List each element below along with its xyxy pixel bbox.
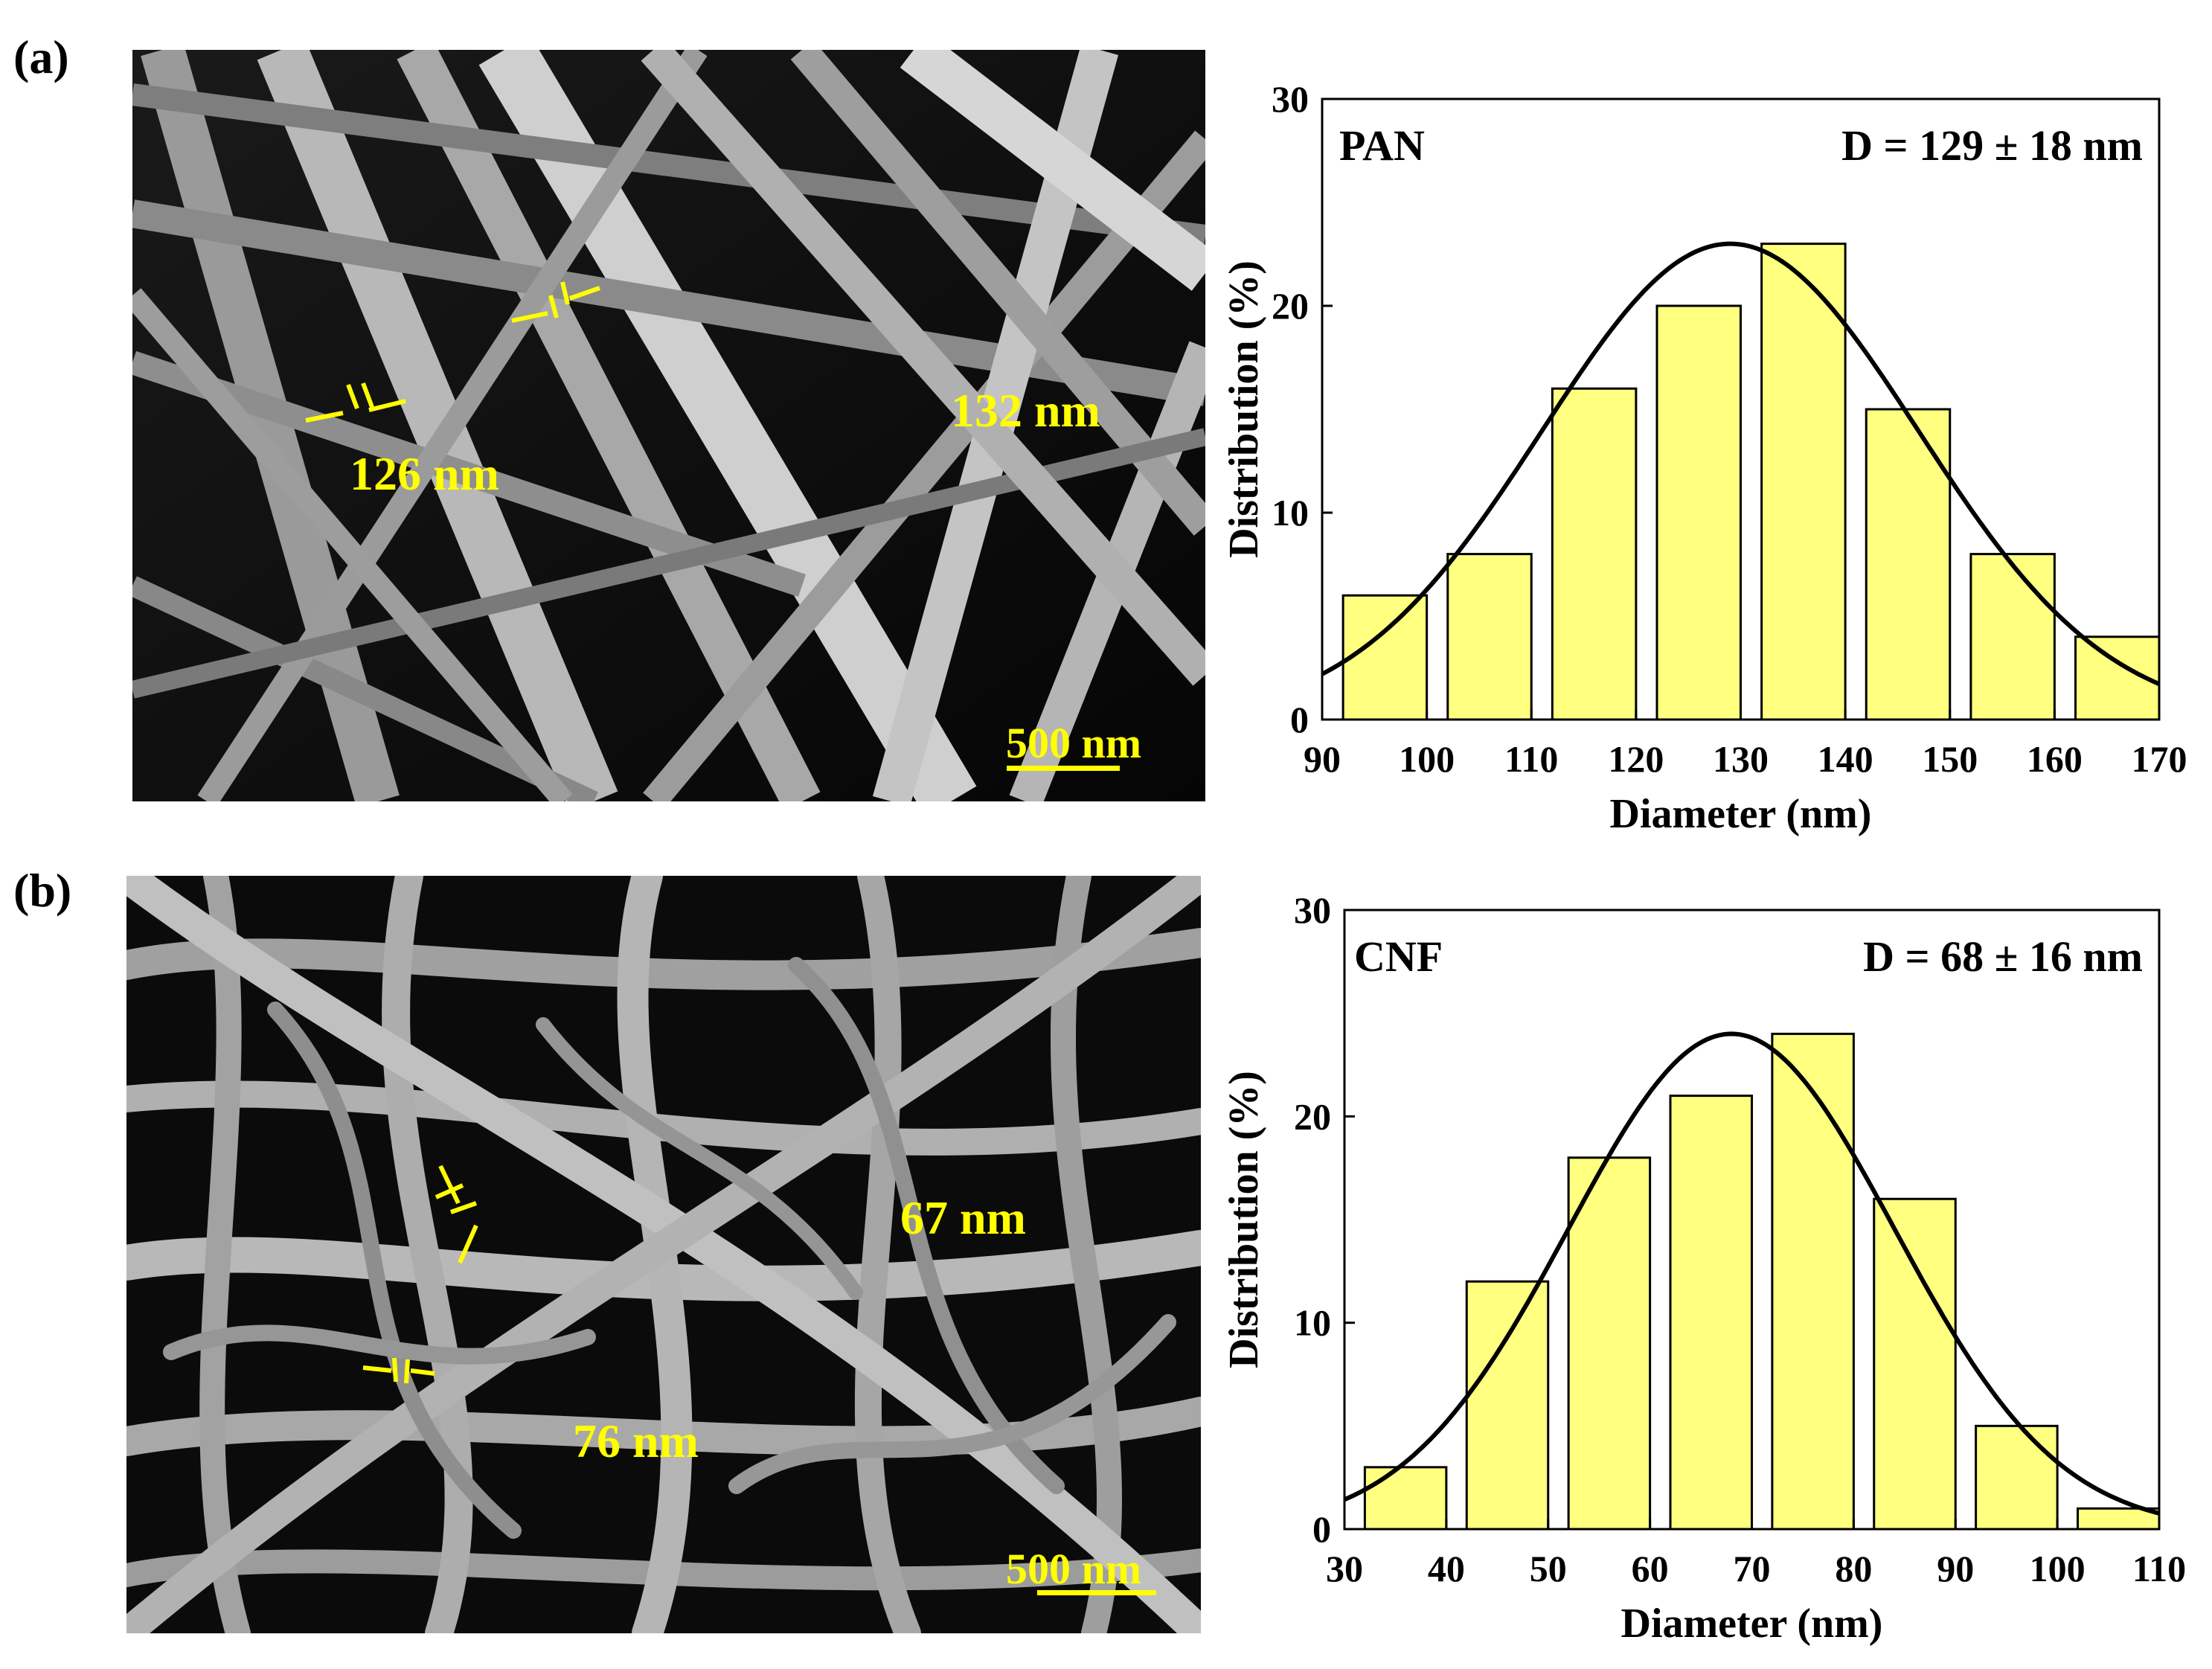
x-axis-label: Diameter (nm) xyxy=(1621,1601,1883,1647)
chart-title: CNF xyxy=(1354,932,1443,981)
gaussian-fit-curve xyxy=(1343,1031,2160,1516)
histogram-bar xyxy=(1363,1466,1448,1531)
histogram-bar xyxy=(1771,1032,1855,1531)
x-tick-label: 100 xyxy=(1399,738,1455,780)
scale-bar-label: 500 nm xyxy=(1006,719,1142,767)
x-tick-label: 130 xyxy=(1713,738,1769,780)
x-tick-label: 140 xyxy=(1818,738,1873,780)
x-tick-label: 150 xyxy=(1922,738,1978,780)
histogram-chart-pan: 90 100 110 120 130 140 150 160 170 0 10 20 30 Diamete… xyxy=(1221,78,2187,837)
x-tick-label: 90 xyxy=(1937,1548,1974,1589)
histogram-bar xyxy=(1873,1197,1957,1531)
y-tick-label: 10 xyxy=(1272,492,1309,534)
y-tick-label: 20 xyxy=(1294,1095,1331,1137)
nanofiber-strands xyxy=(132,50,1205,801)
measurement-markers xyxy=(305,281,600,423)
x-tick-label: 80 xyxy=(1835,1548,1872,1589)
sem-micrograph-cnf xyxy=(126,876,1201,1633)
histogram-bar xyxy=(1446,553,1533,721)
y-axis-label: Distribution (%) xyxy=(1221,1071,1267,1368)
x-tick-label: 90 xyxy=(1304,738,1341,780)
scale-bar xyxy=(1037,1590,1156,1595)
histogram-bar xyxy=(1669,1095,1753,1531)
histogram-bar xyxy=(1760,243,1847,721)
panel-label-a: (a) xyxy=(13,31,69,83)
nanofiber-network xyxy=(126,876,1201,1633)
y-tick-label: 20 xyxy=(1272,285,1309,327)
sem-micrograph-pan xyxy=(132,50,1205,801)
chart-title: PAN xyxy=(1339,121,1425,170)
x-tick-label: 70 xyxy=(1734,1548,1771,1589)
panel-label-b: (b) xyxy=(13,864,72,917)
histogram-bar xyxy=(1975,1424,2059,1531)
measurement-label-76: 76 nm xyxy=(573,1415,699,1467)
mean-diameter-annotation: D = 129 ± 18 nm xyxy=(1841,121,2143,170)
y-tick-label: 10 xyxy=(1294,1302,1331,1344)
measurement-markers xyxy=(362,1165,478,1384)
scale-bar-label: 500 nm xyxy=(1006,1545,1142,1593)
histogram-bar xyxy=(1551,387,1638,721)
x-tick-label: 110 xyxy=(2132,1548,2186,1589)
histogram-bar xyxy=(1567,1156,1652,1531)
x-tick-label: 40 xyxy=(1428,1548,1465,1589)
measurement-label-67: 67 nm xyxy=(900,1191,1026,1244)
histogram-chart-cnf: 30 40 50 60 70 80 90 100 110 0 10 20 30 Diameter (nm)… xyxy=(1221,889,2186,1647)
x-tick-label: 170 xyxy=(2132,738,2187,780)
x-tick-label: 100 xyxy=(2030,1548,2086,1589)
histogram-bar xyxy=(1655,304,1742,721)
x-tick-label: 50 xyxy=(1530,1548,1567,1589)
x-tick-label: 160 xyxy=(2027,738,2083,780)
histogram-bar xyxy=(1969,553,2056,721)
y-tick-label: 0 xyxy=(1290,699,1309,740)
scale-bar xyxy=(1007,766,1120,771)
x-tick-label: 60 xyxy=(1632,1548,1669,1589)
y-tick-label: 30 xyxy=(1272,78,1309,120)
histogram-bar xyxy=(1465,1280,1550,1531)
x-tick-label: 120 xyxy=(1608,738,1664,780)
mean-diameter-annotation: D = 68 ± 16 nm xyxy=(1863,932,2143,981)
y-axis-label: Distribution (%) xyxy=(1221,260,1267,558)
measurement-label-126: 126 nm xyxy=(350,447,499,500)
x-tick-label: 110 xyxy=(1504,738,1558,780)
histogram-bar xyxy=(1341,594,1429,721)
x-axis-label: Diameter (nm) xyxy=(1610,791,1872,837)
measurement-label-132: 132 nm xyxy=(951,384,1100,437)
x-tick-label: 30 xyxy=(1326,1548,1363,1589)
gaussian-fit-curve xyxy=(1321,241,2161,686)
y-tick-label: 0 xyxy=(1312,1508,1331,1550)
y-tick-label: 30 xyxy=(1294,889,1331,931)
